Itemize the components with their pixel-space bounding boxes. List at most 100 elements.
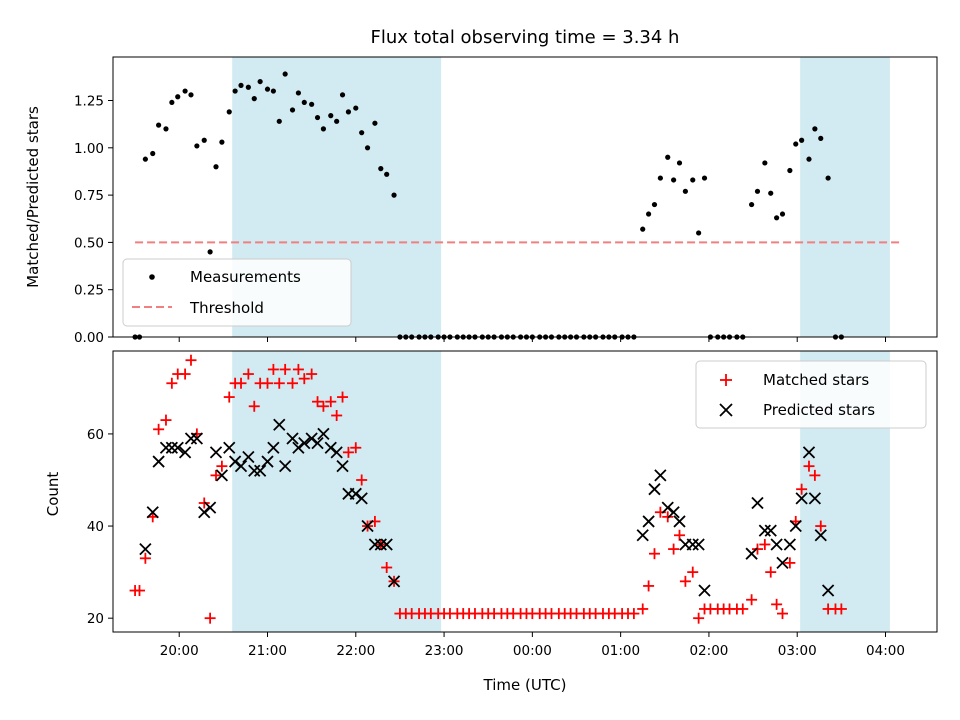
x-tick-label: 20:00 bbox=[160, 643, 199, 659]
top-legend: Measurements Threshold bbox=[122, 258, 352, 327]
measurement-point bbox=[169, 99, 175, 106]
matched-star-point bbox=[242, 368, 254, 380]
bottom-y-tick-label: 40 bbox=[87, 519, 104, 535]
predicted-star-point bbox=[159, 441, 173, 454]
measurement-point bbox=[219, 139, 225, 145]
predicted-star-point bbox=[165, 441, 178, 454]
predicted-star-point bbox=[808, 492, 822, 505]
matched-star-point bbox=[679, 575, 691, 587]
top-y-ticks: 0.00 0.25 0.50 0.75 1.00 1.25 bbox=[74, 94, 113, 346]
predicted-star-point bbox=[667, 506, 680, 519]
predicted-star-point bbox=[789, 519, 802, 533]
matched-star-point bbox=[746, 594, 758, 606]
predicted-star-point bbox=[636, 529, 649, 542]
measurement-point bbox=[251, 96, 257, 102]
bottom-axes-frame bbox=[112, 350, 938, 633]
measurement-point bbox=[359, 130, 365, 136]
matched-star-point bbox=[765, 566, 777, 578]
measurement-point bbox=[696, 230, 702, 236]
matched-star-point bbox=[160, 414, 172, 426]
measurement-point bbox=[353, 105, 359, 111]
matched-star-point bbox=[298, 373, 310, 385]
measurement-point bbox=[182, 88, 188, 94]
x-axis-label: Time (UTC) bbox=[483, 676, 567, 694]
predicted-star-point bbox=[298, 436, 311, 450]
x-tick-label: 04:00 bbox=[866, 643, 905, 659]
measurement-point bbox=[665, 154, 671, 160]
predicted-star-point bbox=[751, 496, 764, 510]
matched-star-point bbox=[287, 377, 299, 389]
matched-star-point bbox=[317, 400, 329, 412]
top-y-tick-label: 0.50 bbox=[74, 235, 104, 251]
matched-star-point bbox=[185, 354, 197, 366]
predicted-star-point bbox=[209, 446, 223, 459]
measurement-point bbox=[245, 84, 251, 90]
predicted-star-point bbox=[248, 464, 261, 477]
matched-star-point bbox=[279, 363, 291, 375]
matched-star-point bbox=[350, 442, 362, 454]
matched-star-point bbox=[687, 566, 699, 578]
predicted-star-point bbox=[146, 506, 159, 519]
measurement-point bbox=[378, 166, 384, 172]
measurement-point bbox=[779, 211, 786, 217]
predicted-star-point bbox=[279, 460, 292, 473]
measurement-point bbox=[301, 99, 307, 106]
matched-star-point bbox=[248, 400, 260, 412]
bottom-x-ticks: 20:00 21:00 22:00 23:00 00:00 01:00 02:00 03:00… bbox=[160, 632, 905, 659]
predicted-star-point bbox=[692, 538, 705, 551]
legend-label-predicted: Predicted stars bbox=[763, 401, 875, 419]
measurement-point bbox=[762, 160, 768, 166]
matched-star-point bbox=[751, 543, 763, 555]
matched-star-point bbox=[737, 603, 749, 615]
predicted-star-point bbox=[745, 547, 758, 560]
measurement-point bbox=[328, 113, 334, 119]
matched-star-point bbox=[815, 520, 827, 532]
predicted-star-point bbox=[139, 542, 152, 556]
predicted-star-point bbox=[267, 441, 280, 454]
measurement-point bbox=[799, 137, 805, 143]
measurement-point bbox=[226, 109, 232, 115]
predicted-star-point bbox=[152, 455, 165, 468]
predicted-star-point bbox=[758, 524, 771, 537]
legend-label-matched: Matched stars bbox=[763, 371, 869, 389]
matched-star-point bbox=[809, 469, 821, 481]
predicted-star-point bbox=[336, 460, 349, 473]
measurement-point bbox=[372, 120, 378, 126]
top-y-tick-label: 1.25 bbox=[74, 94, 104, 110]
predicted-star-point bbox=[305, 432, 318, 445]
legend-label-measurements: Measurements bbox=[190, 268, 301, 286]
matched-star-point bbox=[777, 608, 788, 620]
predicted-star-point bbox=[228, 455, 242, 468]
matched-star-point bbox=[216, 460, 228, 472]
measurement-point bbox=[787, 167, 793, 174]
predicted-star-point bbox=[814, 529, 827, 542]
measurement-point bbox=[754, 188, 761, 194]
chart-title: Flux total observing time = 3.34 h bbox=[371, 27, 680, 48]
predicted-star-point bbox=[776, 556, 789, 570]
matched-star-point bbox=[312, 396, 324, 408]
measurement-point bbox=[257, 78, 263, 85]
measurement-point bbox=[201, 137, 207, 143]
measurement-point bbox=[793, 141, 799, 147]
matched-star-point bbox=[235, 377, 247, 389]
matched-star-point bbox=[803, 460, 815, 472]
bottom-shaded-intervals bbox=[232, 351, 890, 632]
matched-star-point bbox=[771, 598, 783, 610]
measurement-point bbox=[194, 143, 200, 149]
matched-star-point bbox=[273, 377, 285, 389]
measurement-point bbox=[163, 126, 169, 132]
predicted-star-point bbox=[380, 538, 393, 551]
matched-star-point bbox=[139, 552, 151, 564]
top-legend-box bbox=[122, 258, 352, 327]
measurement-point bbox=[207, 249, 213, 255]
measurement-point bbox=[812, 126, 818, 132]
measurement-point bbox=[651, 201, 658, 208]
predicted-star-point bbox=[673, 515, 686, 528]
measurement-point bbox=[289, 107, 296, 113]
measurement-point bbox=[156, 122, 162, 128]
measurement-point bbox=[806, 156, 812, 162]
measurement-point bbox=[314, 114, 321, 121]
top-y-tick-label: 0.25 bbox=[74, 283, 104, 299]
top-y-tick-label: 0.75 bbox=[74, 188, 104, 204]
predicted-star-point bbox=[783, 538, 796, 551]
